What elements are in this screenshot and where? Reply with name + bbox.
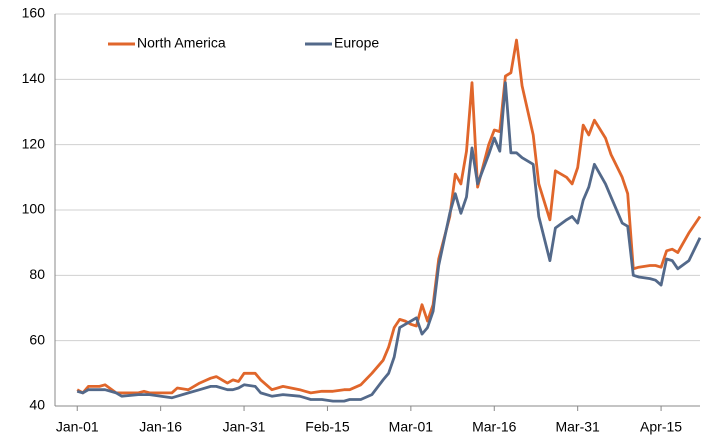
y-tick-label: 120 [22,135,46,151]
y-tick-label: 100 [22,201,46,217]
x-tick-label: Mar-01 [389,419,434,435]
y-tick-label: 80 [29,266,45,282]
x-tick-label: Jan-01 [56,419,99,435]
data-line [76,81,702,403]
x-tick-label: Mar-16 [472,419,517,435]
legend-label: North America [137,35,226,51]
legend-label: Europe [334,35,379,51]
x-tick-label: Mar-31 [555,419,600,435]
x-tick-label: Feb-15 [305,419,350,435]
y-tick-label: 160 [22,5,46,21]
y-tick-label: 60 [29,331,45,347]
data-line [76,38,702,395]
x-tick-label: Jan-16 [139,419,182,435]
x-tick-label: Jan-31 [223,419,266,435]
y-tick-label: 140 [22,70,46,86]
y-tick-label: 40 [29,397,45,413]
x-tick-label: Apr-15 [640,419,682,435]
